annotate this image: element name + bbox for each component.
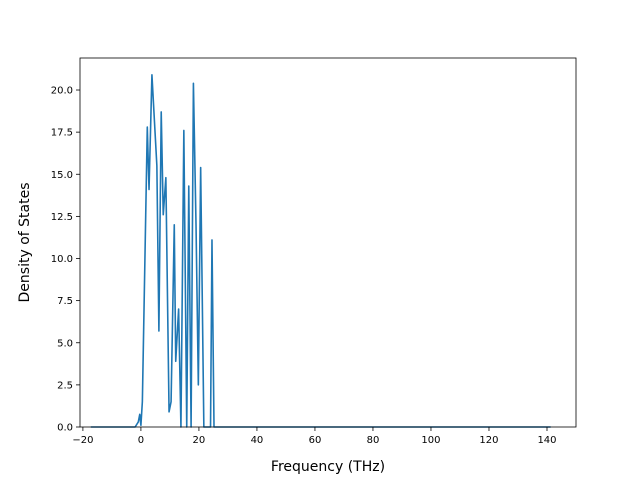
y-axis-ticks: 0.0 2.5 5.0 7.5 10.0 12.5 15.0 17.5 20.0 [51, 86, 80, 434]
y-tick-label: 10.0 [51, 254, 73, 265]
y-tick-label: 0.0 [57, 423, 73, 434]
x-tick-label: 0 [138, 435, 144, 446]
x-tick-label: 60 [309, 435, 322, 446]
y-tick-label: 15.0 [51, 170, 73, 181]
x-tick-label: 20 [193, 435, 206, 446]
x-tick-label: 40 [251, 435, 264, 446]
y-axis-label: Density of States [17, 183, 33, 303]
series-layer [90, 74, 551, 428]
x-axis-ticks: −20 0 20 40 60 80 100 120 140 [72, 427, 557, 446]
y-tick-label: 2.5 [57, 380, 73, 391]
x-tick-label: 120 [479, 435, 498, 446]
y-tick-label: 12.5 [51, 212, 73, 223]
x-tick-label: −20 [72, 435, 93, 446]
plot-area [80, 58, 576, 427]
y-tick-label: 17.5 [51, 128, 73, 139]
x-axis-label: Frequency (THz) [271, 459, 385, 475]
x-tick-label: 140 [537, 435, 556, 446]
series-line-0 [90, 74, 551, 428]
y-tick-label: 20.0 [51, 86, 73, 97]
y-tick-label: 5.0 [57, 338, 73, 349]
x-tick-label: 80 [367, 435, 380, 446]
plot-frame [79, 57, 577, 428]
x-tick-label: 100 [421, 435, 440, 446]
y-tick-label: 7.5 [57, 296, 73, 307]
